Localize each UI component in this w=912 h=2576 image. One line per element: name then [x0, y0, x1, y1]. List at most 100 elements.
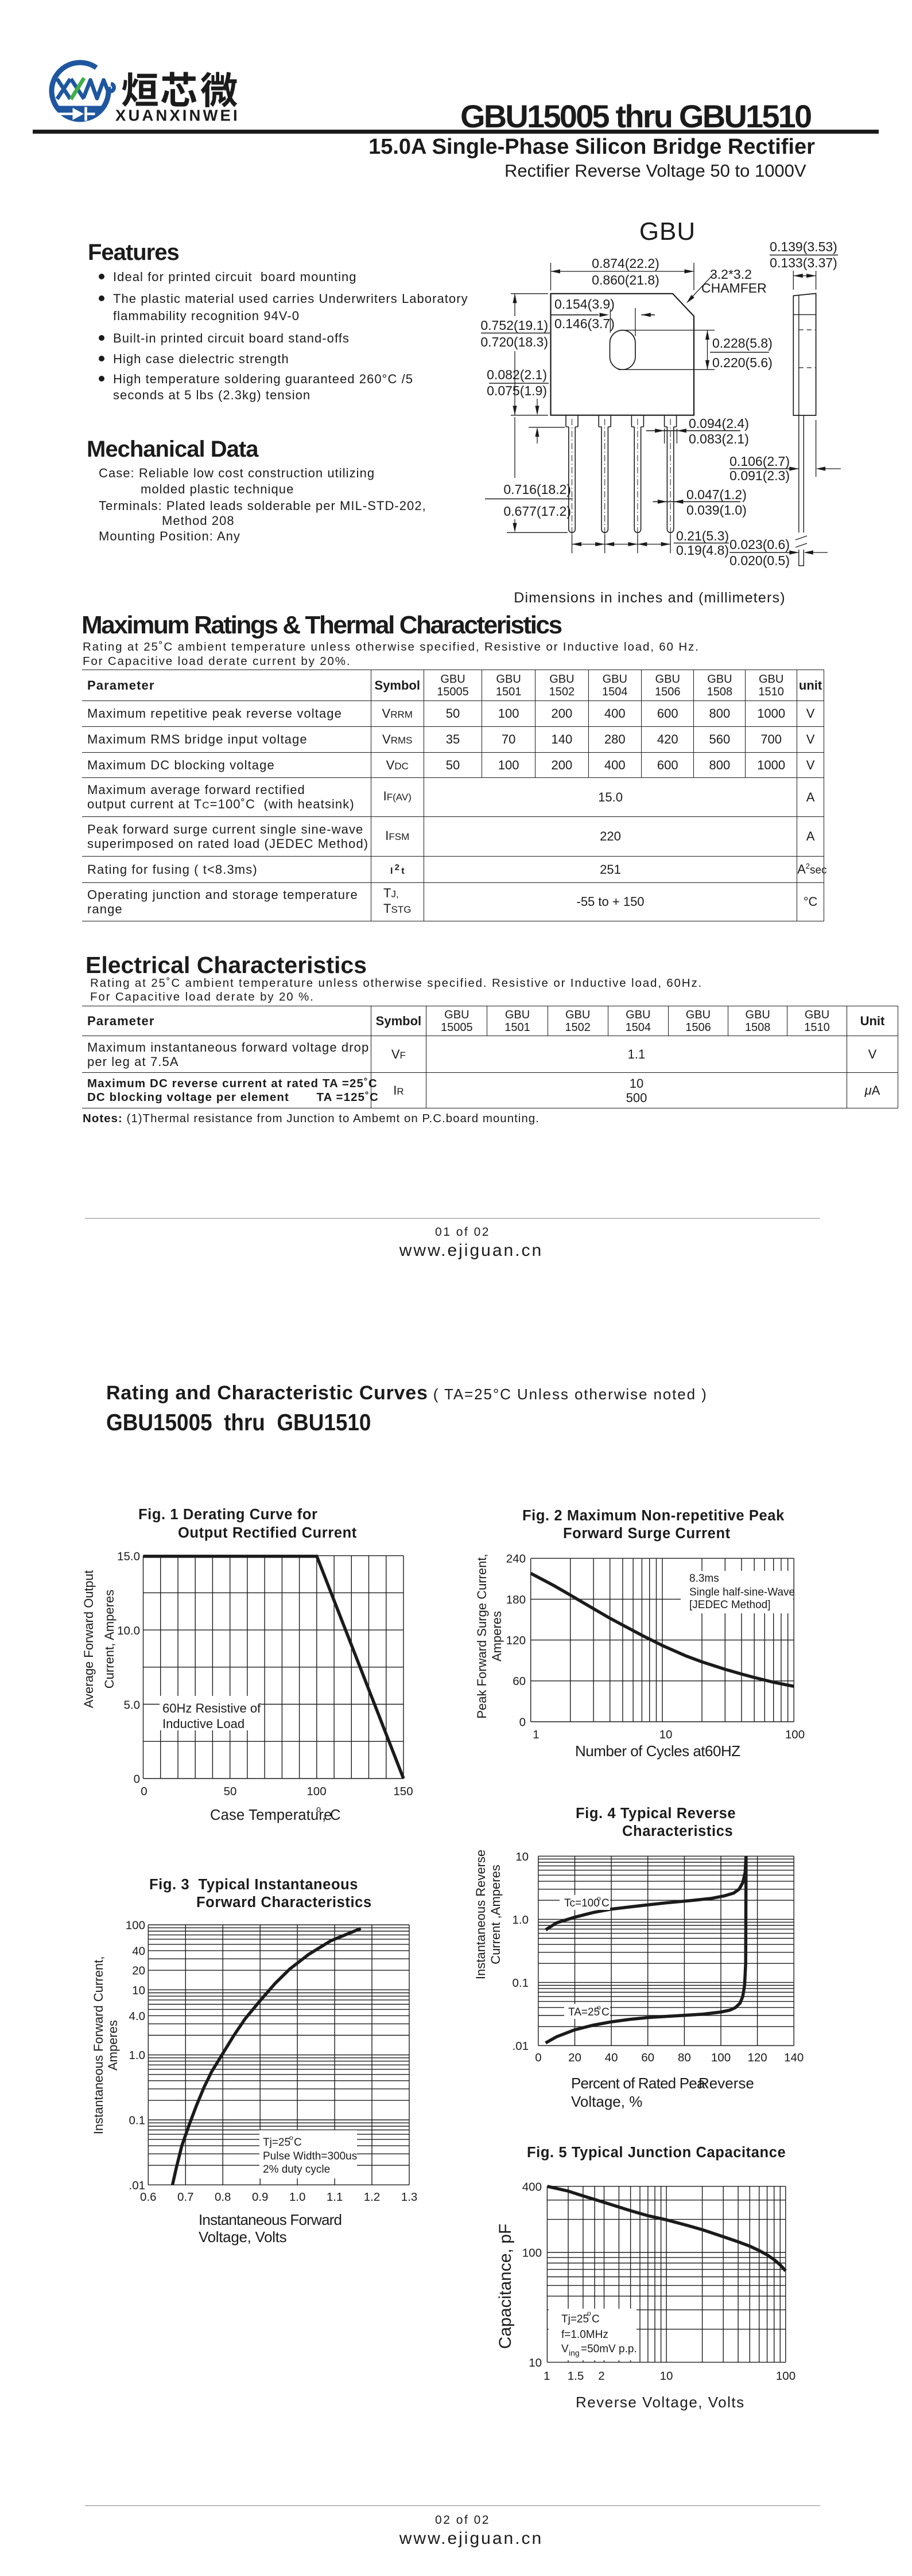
svg-text:8.3ms: 8.3ms	[689, 1573, 719, 1585]
svg-text:1.0: 1.0	[513, 1913, 529, 1927]
svg-text:0.7: 0.7	[177, 2190, 194, 2204]
svg-text:140: 140	[784, 2051, 804, 2064]
svg-text:0.21(5.3): 0.21(5.3)	[676, 528, 729, 543]
svg-text:10.0: 10.0	[117, 1624, 140, 1637]
svg-text:XUANXINWEI: XUANXINWEI	[115, 107, 240, 124]
svg-text:10: 10	[659, 1728, 673, 1741]
svg-text:f=1.0MHz: f=1.0MHz	[561, 2329, 608, 2341]
svg-text:0.047(1.2): 0.047(1.2)	[686, 487, 747, 502]
svg-text:C: C	[294, 2137, 302, 2149]
svg-text:1.5: 1.5	[568, 2369, 584, 2383]
svg-text:1: 1	[533, 1728, 539, 1741]
svg-text:150: 150	[393, 1785, 413, 1798]
svg-text:Forward Surge Current: Forward Surge Current	[563, 1526, 731, 1542]
svg-text:240: 240	[506, 1552, 526, 1566]
svg-text:C: C	[601, 1897, 610, 1909]
svg-text:2: 2	[598, 2369, 604, 2383]
svg-text:0.9: 0.9	[252, 2190, 269, 2204]
svg-text:Single half-sine-Wave: Single half-sine-Wave	[689, 1586, 795, 1598]
svg-text:1.0: 1.0	[289, 2190, 306, 2204]
svg-text:120: 120	[506, 1634, 526, 1647]
svg-text:0.075(1.9): 0.075(1.9)	[487, 383, 547, 398]
svg-text:20: 20	[568, 2051, 581, 2064]
svg-text:40: 40	[132, 1945, 145, 1958]
svg-text:0.020(0.5): 0.020(0.5)	[729, 553, 790, 568]
svg-text:Tj=25: Tj=25	[561, 2313, 589, 2325]
svg-text:V: V	[561, 2343, 569, 2355]
svg-text:0.139(3.53): 0.139(3.53)	[770, 239, 837, 254]
svg-text:15.0: 15.0	[117, 1550, 140, 1563]
svg-text:0.6: 0.6	[140, 2190, 157, 2204]
svg-text:0.039(1.0): 0.039(1.0)	[686, 503, 747, 517]
svg-text:Case Temperature: Case Temperature	[210, 1807, 332, 1823]
svg-text:, C: , C	[322, 1807, 341, 1823]
svg-text:60Hz Resistive of: 60Hz Resistive of	[162, 1701, 261, 1715]
svg-text:0.083(2.1): 0.083(2.1)	[689, 431, 749, 446]
svg-text:0.133(3.37): 0.133(3.37)	[770, 255, 837, 270]
svg-text:100: 100	[522, 2247, 542, 2260]
svg-text:Number of Cycles at60HZ: Number of Cycles at60HZ	[575, 1742, 740, 1760]
svg-text:Amperes: Amperes	[106, 2020, 120, 2071]
svg-text:CHAMFER: CHAMFER	[701, 281, 767, 295]
svg-text:Peak Forward Surge Current,: Peak Forward Surge Current,	[475, 1554, 489, 1718]
svg-text:Current, Amperes: Current, Amperes	[102, 1590, 117, 1688]
svg-text:10: 10	[660, 2369, 673, 2383]
svg-text:0.220(5.6): 0.220(5.6)	[712, 355, 773, 370]
svg-text:0: 0	[141, 1785, 147, 1798]
svg-text:o: o	[587, 2309, 591, 2317]
svg-text:Dimensions in inches and (mill: Dimensions in inches and (millimeters)	[514, 590, 786, 606]
svg-text:0.023(0.6): 0.023(0.6)	[729, 537, 790, 552]
svg-text:2% duty cycle: 2% duty cycle	[263, 2163, 330, 2176]
svg-text:0.106(2.7): 0.106(2.7)	[729, 454, 790, 469]
svg-text:5.0: 5.0	[124, 1698, 141, 1711]
svg-text:0: 0	[134, 1773, 140, 1786]
svg-text:60: 60	[641, 2051, 654, 2064]
svg-text:0.1: 0.1	[513, 1976, 529, 1990]
svg-text:C: C	[592, 2313, 600, 2325]
svg-text:0.154(3.9): 0.154(3.9)	[554, 297, 615, 312]
svg-text:100: 100	[776, 2369, 795, 2383]
svg-text:Capacitance, pF: Capacitance, pF	[496, 2224, 515, 2349]
svg-text:[JEDEC Method]: [JEDEC Method]	[689, 1599, 771, 1611]
svg-text:Percent of Rated Pea: Percent of Rated Pea	[571, 2075, 705, 2092]
svg-text:0.677(17.2): 0.677(17.2)	[503, 504, 571, 519]
svg-text:Output Rectified Current: Output Rectified Current	[178, 1525, 357, 1541]
svg-text:Fig. 1 Derating Curve for: Fig. 1 Derating Curve for	[138, 1507, 318, 1523]
svg-text:100: 100	[126, 1919, 145, 1932]
svg-text:10: 10	[515, 1850, 529, 1863]
svg-text:o: o	[316, 1805, 321, 1814]
svg-text:4.0: 4.0	[129, 2010, 146, 2023]
svg-text:0: 0	[519, 1716, 526, 1729]
svg-text:Instantaneous Forward: Instantaneous Forward	[199, 2211, 341, 2228]
svg-text:0.1: 0.1	[129, 2114, 146, 2127]
svg-text:1.3: 1.3	[401, 2190, 418, 2204]
svg-text:Amperes: Amperes	[490, 1611, 504, 1661]
svg-text:Voltage, %: Voltage, %	[571, 2093, 642, 2110]
svg-text:100: 100	[785, 1728, 805, 1741]
svg-text:80: 80	[678, 2051, 691, 2064]
svg-text:0.720(18.3): 0.720(18.3)	[480, 334, 548, 349]
svg-text:Reverse: Reverse	[698, 2075, 754, 2092]
svg-text:Voltage, Volts: Voltage, Volts	[199, 2228, 287, 2246]
svg-text:Fig. 4 Typical Reverse: Fig. 4 Typical Reverse	[576, 1805, 736, 1822]
svg-text:1.0: 1.0	[129, 2049, 146, 2062]
svg-text:40: 40	[605, 2051, 618, 2064]
svg-text:100: 100	[306, 1785, 326, 1798]
svg-text:0.752(19.1): 0.752(19.1)	[480, 318, 548, 333]
svg-text:0.860(21.8): 0.860(21.8)	[592, 273, 659, 287]
svg-text:Forward Characteristics: Forward Characteristics	[196, 1894, 372, 1910]
svg-text:3.2*3.2: 3.2*3.2	[710, 267, 752, 282]
svg-text:Current ,Amperes: Current ,Amperes	[488, 1865, 503, 1964]
svg-text:20: 20	[132, 1964, 145, 1978]
svg-text:Pulse Width=300us: Pulse Width=300us	[263, 2150, 357, 2162]
svg-text:1.1: 1.1	[327, 2190, 343, 2204]
svg-text:400: 400	[522, 2180, 542, 2193]
svg-text:GBU: GBU	[639, 217, 696, 246]
svg-text:0.19(4.8): 0.19(4.8)	[676, 543, 729, 558]
svg-text:120: 120	[747, 2051, 767, 2064]
svg-text:0.094(2.4): 0.094(2.4)	[689, 416, 749, 431]
svg-text:1: 1	[544, 2369, 550, 2383]
svg-text:0.082(2.1): 0.082(2.1)	[487, 367, 547, 382]
svg-text:Reverse Voltage, Volts: Reverse Voltage, Volts	[576, 2394, 745, 2411]
svg-text:0: 0	[535, 2051, 541, 2064]
